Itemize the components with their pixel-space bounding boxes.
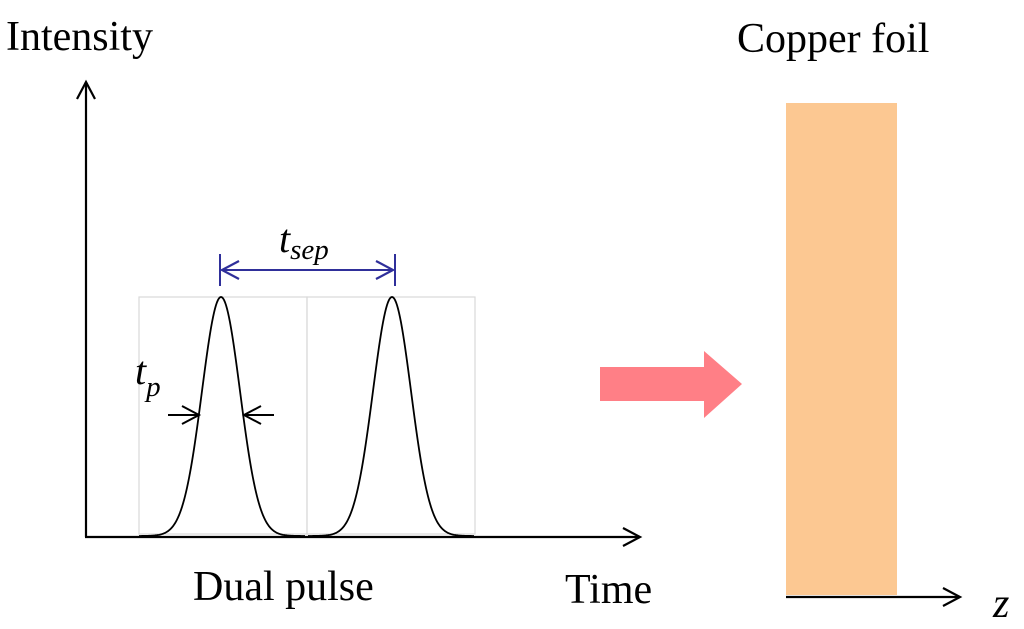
x-axis-label: Time [565, 567, 652, 613]
pulse-width-label: tp [135, 348, 161, 403]
separation-label: tsep [279, 216, 329, 266]
separation-label-sub: sep [290, 234, 329, 266]
pulse-caption: Dual pulse [193, 564, 374, 610]
copper-foil [786, 103, 897, 595]
pulse-width-label-main: t [135, 348, 147, 393]
pulse-width-annotation: tp [135, 348, 274, 425]
pulse-frame-1 [138, 296, 308, 535]
z-axis-label: z [992, 581, 1009, 627]
y-axis-label: Intensity [6, 14, 153, 60]
separation-label-main: t [279, 216, 291, 261]
pulse-curve-2 [307, 296, 475, 537]
target-label: Copper foil [737, 16, 929, 62]
pulse-width-label-sub: p [144, 371, 161, 403]
pulse-frame-2 [306, 296, 476, 535]
right-arrow-icon [600, 351, 742, 418]
pulse-curve-1 [138, 296, 306, 537]
separation-annotation: tsep [219, 216, 396, 286]
